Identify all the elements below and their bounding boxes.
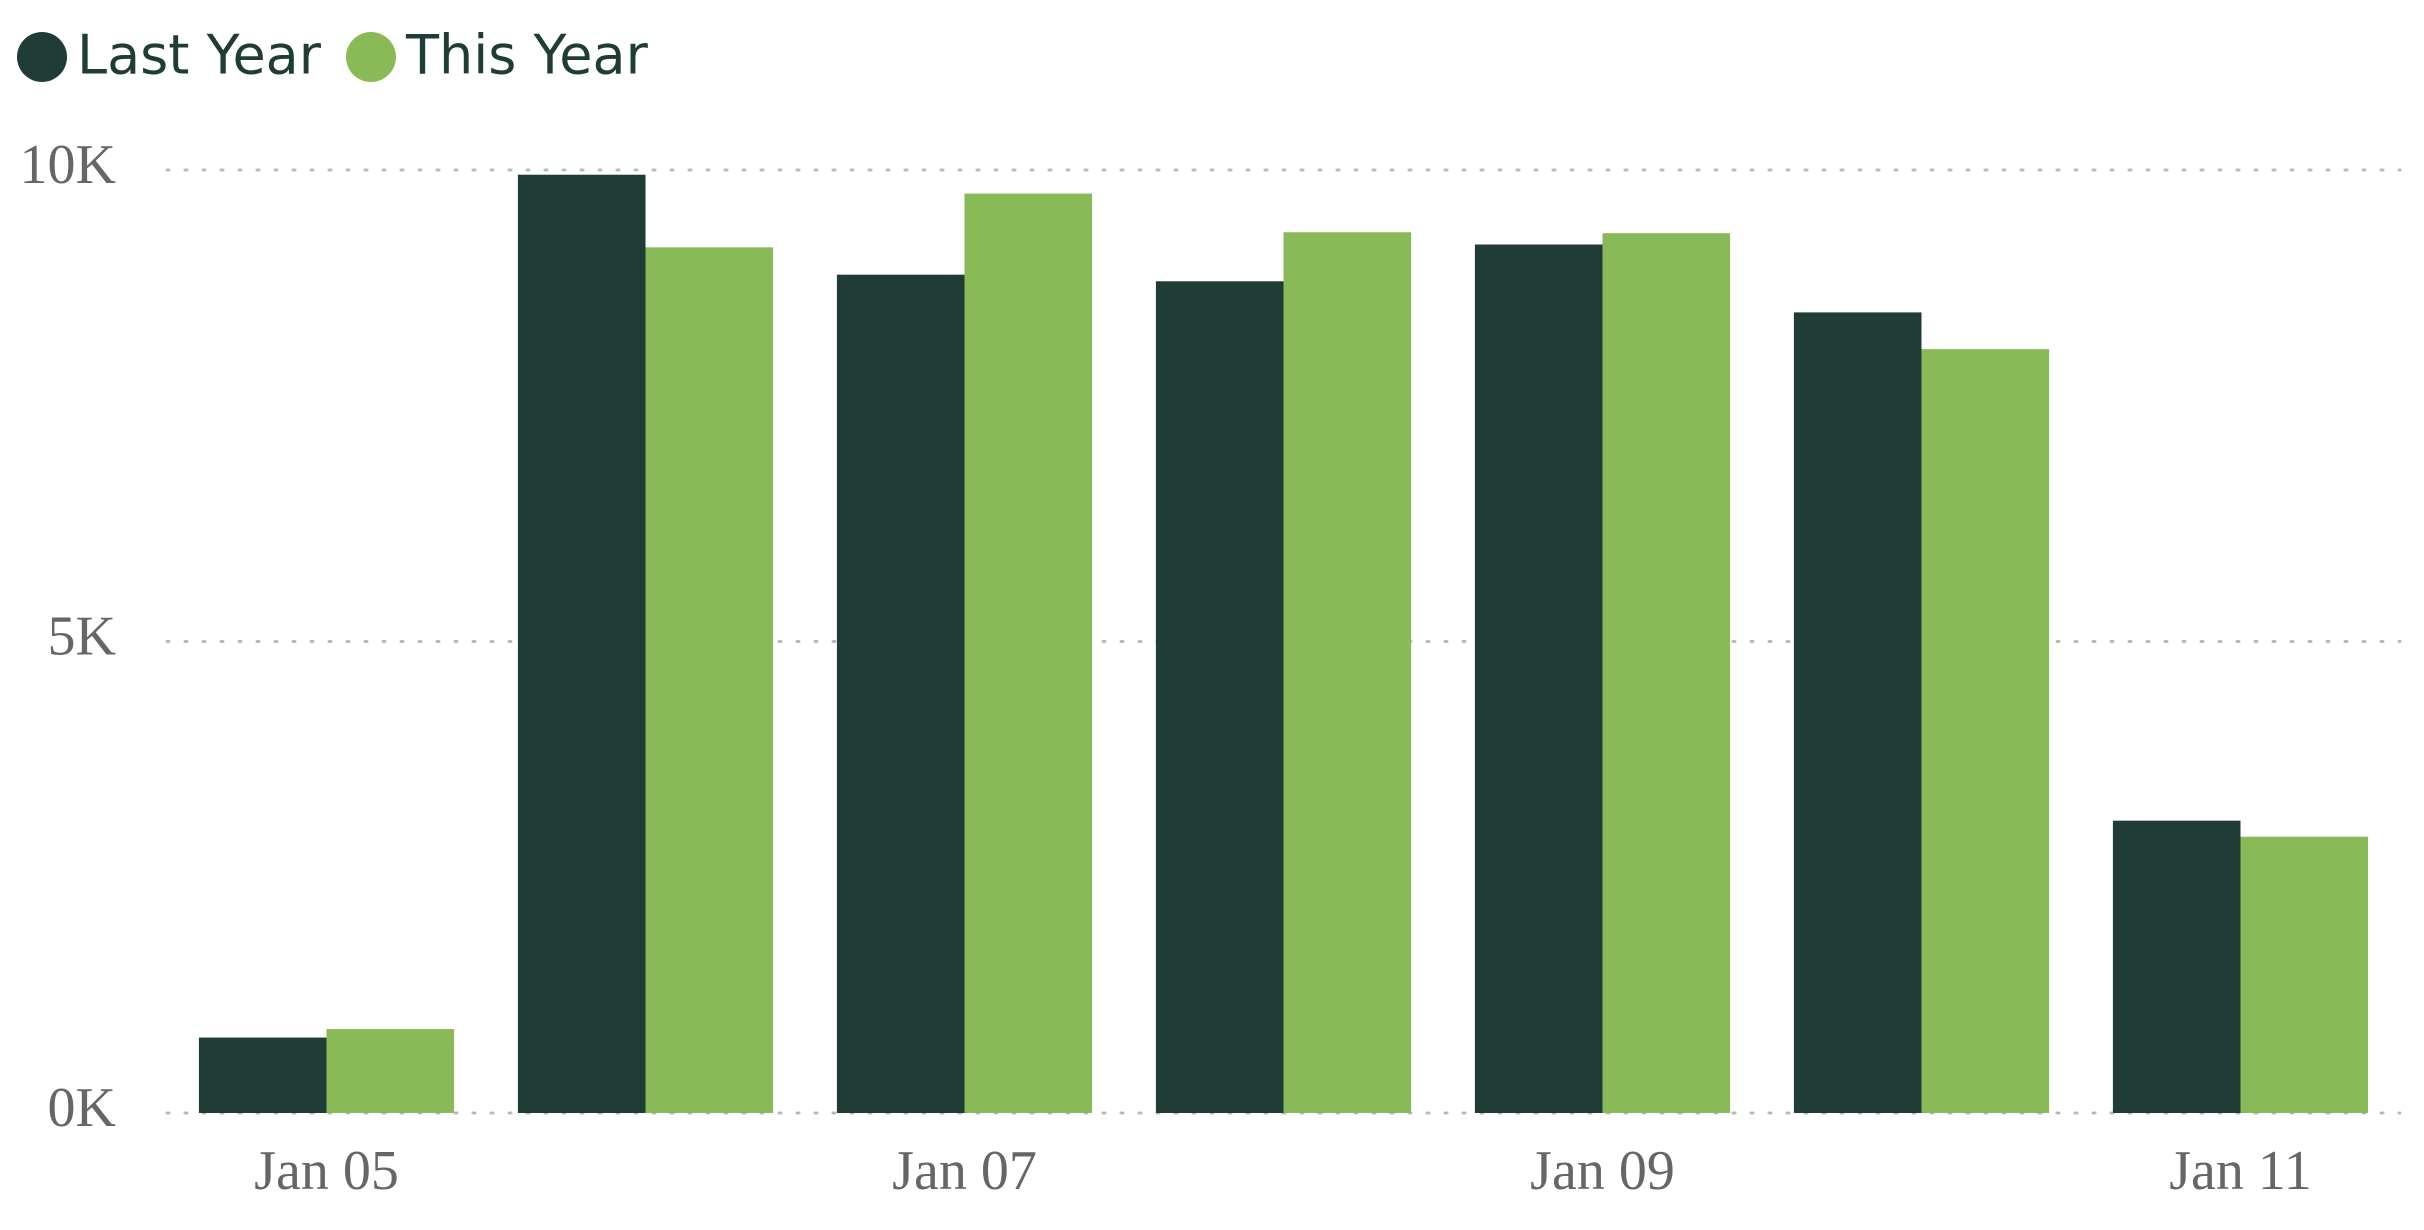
y-tick-label: 5K (48, 605, 116, 667)
x-tick-label: Jan 07 (892, 1140, 1037, 1202)
bar (1793, 312, 1922, 1113)
legend-label: This Year (405, 24, 649, 87)
bar (2240, 836, 2369, 1113)
bar (198, 1037, 327, 1113)
bar (326, 1029, 455, 1113)
legend-label: Last Year (77, 24, 322, 87)
bar (2112, 820, 2241, 1113)
bar (517, 174, 646, 1114)
legend-marker (345, 32, 396, 82)
bar (1474, 244, 1603, 1113)
bar (645, 247, 774, 1114)
x-tick-label: Jan 05 (254, 1140, 399, 1202)
legend-marker (17, 32, 67, 82)
bar (1921, 349, 2050, 1113)
y-tick-label: 0K (48, 1077, 116, 1139)
bar (964, 193, 1093, 1113)
x-tick-label: Jan 11 (2169, 1140, 2312, 1202)
bar (1155, 281, 1284, 1113)
bar (1602, 233, 1731, 1113)
x-tick-label: Jan 09 (1530, 1140, 1675, 1202)
bar (836, 274, 965, 1114)
bar (1283, 232, 1412, 1113)
y-tick-label: 10K (20, 134, 116, 196)
